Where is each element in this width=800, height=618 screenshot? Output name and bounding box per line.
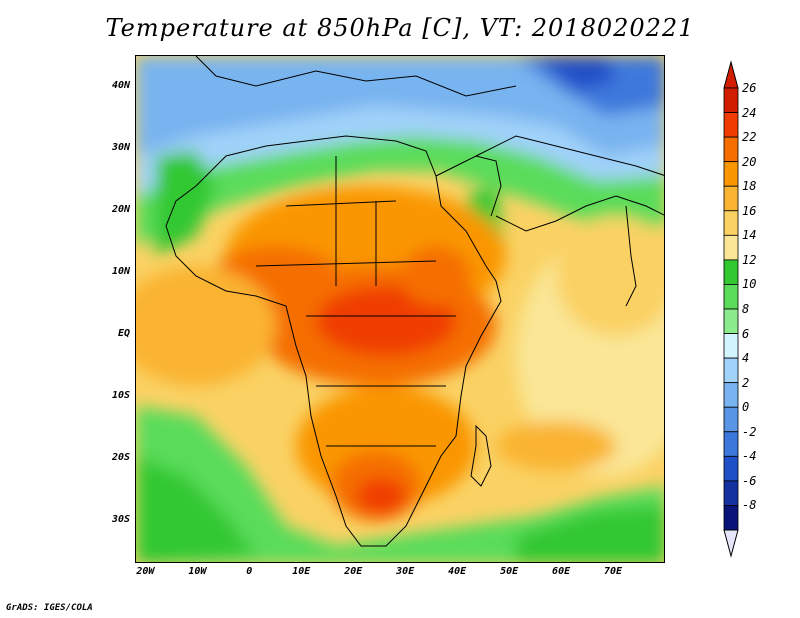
colorbar-bottom-arrow	[723, 529, 739, 558]
temperature-map	[135, 55, 665, 563]
colorbar-level-label: -6	[742, 473, 757, 488]
lat-tick-label: 30N	[111, 141, 130, 153]
colorbar-level-label: 0	[742, 400, 750, 415]
colorbar-top-arrow	[723, 60, 739, 89]
colorbar-level-label: 2	[742, 375, 750, 390]
colorbar-level-label: 26	[742, 81, 757, 95]
colorbar-swatch	[723, 505, 739, 531]
colorbar-level-label: 16	[742, 203, 757, 218]
lon-tick-label: 70E	[604, 566, 623, 577]
colorbar-swatch	[723, 333, 739, 359]
lon-tick-label: 20E	[344, 566, 363, 577]
colorbar-swatch	[723, 455, 739, 482]
lat-tick-label: 10N	[111, 265, 130, 277]
colorbar-level-label: -4	[742, 449, 757, 464]
colorbar-swatch	[723, 87, 739, 113]
colorbar-swatch	[723, 136, 739, 163]
colorbar-level-label: -8	[742, 498, 757, 513]
colorbar-level-label: 4	[742, 351, 750, 366]
colorbar-swatch	[723, 284, 739, 310]
colorbar-swatch	[723, 480, 739, 506]
colorbar-level-label: 24	[742, 105, 757, 120]
lon-tick-label: 20W	[136, 566, 155, 577]
colorbar-swatch	[723, 112, 739, 138]
temperature-field	[136, 56, 664, 562]
colorbar-swatch	[723, 259, 739, 285]
colorbar-swatch	[723, 382, 739, 408]
lat-tick-label: 20N	[111, 203, 130, 215]
colorbar-swatch	[723, 406, 739, 433]
lat-tick-label: 20S	[111, 451, 130, 463]
colorbar-level-label: 22	[742, 130, 757, 145]
lon-tick-label: 0	[246, 566, 253, 577]
lon-tick-label: 60E	[552, 566, 571, 577]
colorbar-level-label: 18	[742, 179, 757, 194]
lon-tick-label: 50E	[500, 566, 519, 577]
chart-title: Temperature at 850hPa [C], VT: 201802022…	[105, 14, 695, 42]
coastlines	[165, 56, 664, 547]
colorbar-swatch	[723, 210, 739, 236]
lon-tick-label: 40E	[448, 566, 467, 577]
colorbar-swatch	[723, 234, 739, 261]
colorbar-swatch	[723, 308, 739, 334]
colorbar-level-label: -2	[742, 424, 757, 439]
colorbar-level-label: 10	[742, 277, 757, 292]
lat-tick-label: 30S	[111, 513, 130, 525]
colorbar-level-label: 20	[742, 154, 757, 169]
lon-tick-label: 10W	[188, 566, 207, 577]
lat-tick-label: 40N	[111, 79, 130, 91]
colorbar-level-label: 8	[742, 302, 750, 316]
lat-tick-label: EQ	[117, 327, 130, 339]
colorbar-level-label: 6	[742, 326, 750, 341]
colorbar-level-label: 14	[742, 228, 757, 243]
colorbar	[723, 60, 739, 558]
lon-tick-label: 10E	[292, 566, 311, 577]
lon-tick-label: 30E	[396, 566, 415, 577]
colorbar-swatch	[723, 161, 739, 187]
colorbar-swatch	[723, 357, 739, 384]
colorbar-level-label: 12	[742, 252, 757, 267]
colorbar-swatch	[723, 185, 739, 212]
lat-tick-label: 10S	[111, 389, 130, 401]
colorbar-swatch	[723, 431, 739, 457]
credit-text: GrADS: IGES/COLA	[6, 603, 93, 613]
